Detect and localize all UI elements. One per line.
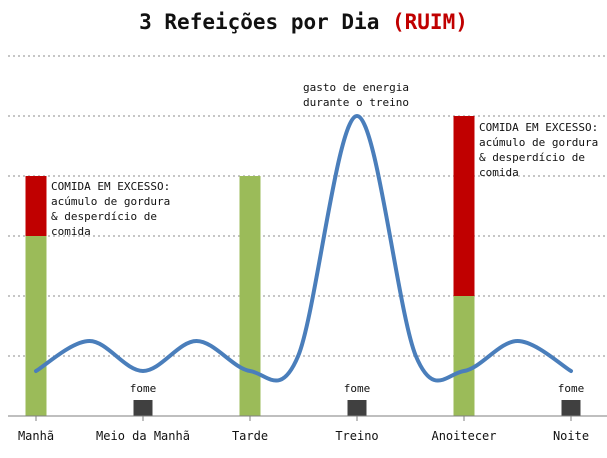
x-tick-label: Tarde — [232, 429, 268, 443]
bar-hunger — [561, 400, 581, 416]
bars — [25, 116, 581, 416]
x-tick-label: Meio da Manhã — [96, 429, 190, 443]
bar-excess — [453, 116, 475, 296]
x-tick-label: Anoitecer — [431, 429, 496, 443]
bar-healthy — [25, 236, 47, 416]
x-axis: Manhã Meio da Manhã Tarde Treino Anoitecer No… — [8, 415, 607, 443]
chart-title-tag: (RUIM) — [392, 10, 468, 34]
bar-hunger — [133, 400, 153, 416]
x-tick-label: Manhã — [18, 429, 54, 443]
annotations: COMIDA EM EXCESSO: acúmulo de gordura & de… — [51, 81, 598, 395]
annotation-workout: gasto de energia durante o treino — [303, 81, 409, 109]
bar-excess — [25, 176, 47, 236]
annotation-hunger: fome — [130, 382, 157, 395]
x-tick-label: Noite — [553, 429, 589, 443]
energy-curve-layer — [34, 114, 573, 383]
annotation-hunger: fome — [344, 382, 371, 395]
x-tick-label: Treino — [335, 429, 378, 443]
chart-title-main: 3 Refeições por Dia — [139, 10, 380, 34]
annotation-hunger: fome — [558, 382, 585, 395]
bar-healthy — [453, 296, 475, 416]
bar-hunger — [347, 400, 367, 416]
bar-healthy — [239, 176, 261, 416]
annotation-excess-morning: COMIDA EM EXCESSO: acúmulo de gordura & de… — [51, 180, 170, 238]
annotation-excess-evening: COMIDA EM EXCESSO: acúmulo de gordura & de… — [479, 121, 598, 179]
energy-curve — [34, 114, 573, 383]
chart-title: 3 Refeições por Dia (RUIM) — [0, 10, 607, 34]
